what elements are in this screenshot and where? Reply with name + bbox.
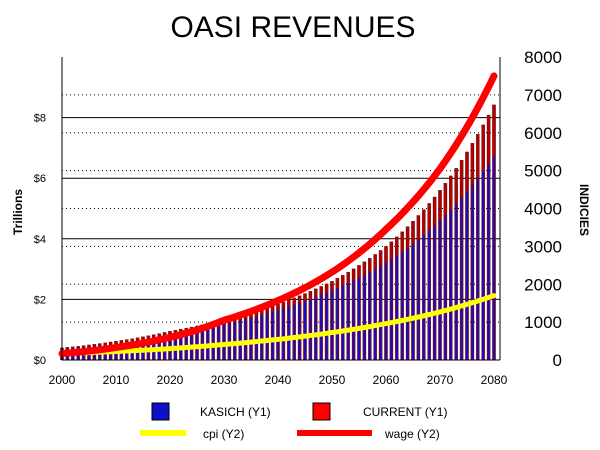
axes bbox=[61, 57, 501, 361]
chart-title: OASI REVENUES bbox=[170, 11, 415, 44]
x-tick-label: 2030 bbox=[211, 373, 238, 387]
y1-tick-label: $8 bbox=[34, 113, 46, 125]
bar-kasich-2070 bbox=[439, 220, 441, 360]
bar-kasich-2039 bbox=[271, 311, 274, 360]
x-tick-label: 2080 bbox=[481, 373, 508, 387]
x-tick-label: 2020 bbox=[157, 373, 184, 387]
bar-kasich-2054 bbox=[352, 280, 355, 360]
y2-tick-label: 7000 bbox=[524, 86, 562, 105]
bar-kasich-2052 bbox=[341, 285, 344, 360]
x-tick-label: 2060 bbox=[373, 373, 400, 387]
bar-kasich-2045 bbox=[304, 300, 306, 360]
legend-swatch-0 bbox=[151, 402, 170, 421]
bar-kasich-2068 bbox=[428, 230, 431, 360]
y1-axis-label: Trillions bbox=[11, 189, 25, 235]
bar-kasich-2067 bbox=[422, 234, 425, 360]
y2-tick-label: 8000 bbox=[524, 48, 562, 67]
bar-kasich-2065 bbox=[412, 243, 414, 360]
gridlines bbox=[62, 94, 500, 323]
bar-kasich-2074 bbox=[460, 197, 463, 360]
tick-labels: $0 $2 $4 $6 $8 0 1000 2000 3000 4000 5000 6000 7000 8… bbox=[34, 48, 562, 387]
legend-label-1: CURRENT (Y1) bbox=[363, 405, 447, 419]
y2-tick-label: 4000 bbox=[524, 200, 562, 219]
bar-kasich-2046 bbox=[309, 298, 312, 360]
bar-kasich-2066 bbox=[417, 239, 420, 360]
bar-kasich-2075 bbox=[466, 191, 468, 360]
bar-kasich-2049 bbox=[325, 292, 328, 360]
y2-tick-label: 2000 bbox=[524, 275, 562, 294]
y1-tick-label: $2 bbox=[34, 294, 46, 306]
bar-kasich-2057 bbox=[368, 272, 371, 360]
y2-tick-label: 1000 bbox=[524, 313, 562, 332]
bar-kasich-2072 bbox=[449, 209, 452, 360]
bar-kasich-2073 bbox=[455, 203, 458, 360]
bar-kasich-2080 bbox=[493, 156, 495, 360]
legend-label-3: wage (Y2) bbox=[384, 427, 440, 441]
bar-kasich-2059 bbox=[379, 266, 382, 360]
bar-kasich-2056 bbox=[363, 275, 366, 360]
y1-tick-label: $6 bbox=[34, 173, 46, 185]
bar-kasich-2048 bbox=[320, 294, 323, 360]
bars bbox=[60, 104, 496, 361]
bar-kasich-2062 bbox=[395, 255, 398, 360]
bar-kasich-2037 bbox=[260, 314, 263, 360]
bar-kasich-2044 bbox=[298, 302, 301, 360]
y2-tick-label: 5000 bbox=[524, 162, 562, 181]
x-tick-label: 2000 bbox=[49, 373, 76, 387]
y2-tick-label: 0 bbox=[553, 351, 562, 370]
bar-kasich-2069 bbox=[433, 225, 436, 360]
bar-kasich-2036 bbox=[255, 316, 258, 360]
x-tick-label: 2010 bbox=[103, 373, 130, 387]
legend-swatch-1 bbox=[312, 402, 331, 421]
legend-label-0: KASICH (Y1) bbox=[200, 405, 271, 419]
bar-kasich-2061 bbox=[390, 259, 393, 360]
y1-tick-label: $0 bbox=[34, 355, 46, 367]
bar-kasich-2055 bbox=[358, 277, 360, 360]
bar-kasich-2079 bbox=[487, 163, 490, 360]
bar-kasich-2035 bbox=[250, 317, 252, 360]
x-tick-label: 2040 bbox=[265, 373, 292, 387]
bar-kasich-2042 bbox=[287, 306, 290, 360]
y2-axis-label: INDICIES bbox=[577, 184, 591, 236]
bar-kasich-2038 bbox=[266, 313, 269, 360]
x-tick-label: 2070 bbox=[427, 373, 454, 387]
bar-kasich-2058 bbox=[374, 269, 377, 360]
bar-kasich-2032 bbox=[233, 322, 236, 360]
bar-kasich-2051 bbox=[336, 287, 339, 360]
y2-tick-label: 6000 bbox=[524, 124, 562, 143]
bar-kasich-2053 bbox=[347, 283, 350, 360]
bar-kasich-2071 bbox=[444, 215, 447, 360]
bar-kasich-2043 bbox=[293, 304, 296, 360]
legend-label-2: cpi (Y2) bbox=[203, 427, 244, 441]
legend: KASICH (Y1) CURRENT (Y1) cpi (Y2) wage (Y2) bbox=[140, 402, 447, 441]
bar-kasich-2050 bbox=[331, 290, 333, 360]
line-cpi bbox=[59, 293, 497, 357]
bar-kasich-2078 bbox=[482, 171, 485, 360]
bar-kasich-2064 bbox=[406, 247, 409, 360]
y1-tick-label: $4 bbox=[34, 234, 46, 246]
bar-kasich-2034 bbox=[244, 319, 247, 360]
bar-kasich-2076 bbox=[471, 185, 474, 360]
x-tick-label: 2050 bbox=[319, 373, 346, 387]
bar-kasich-2041 bbox=[282, 308, 285, 360]
y2-tick-label: 3000 bbox=[524, 237, 562, 256]
bar-kasich-2047 bbox=[314, 296, 317, 360]
bar-kasich-2077 bbox=[476, 178, 479, 360]
bar-kasich-2033 bbox=[239, 320, 242, 360]
lines bbox=[58, 72, 498, 358]
bar-kasich-2060 bbox=[385, 263, 387, 360]
bar-kasich-2040 bbox=[277, 310, 279, 360]
bar-kasich-2063 bbox=[401, 251, 404, 360]
line-wage bbox=[58, 72, 498, 358]
